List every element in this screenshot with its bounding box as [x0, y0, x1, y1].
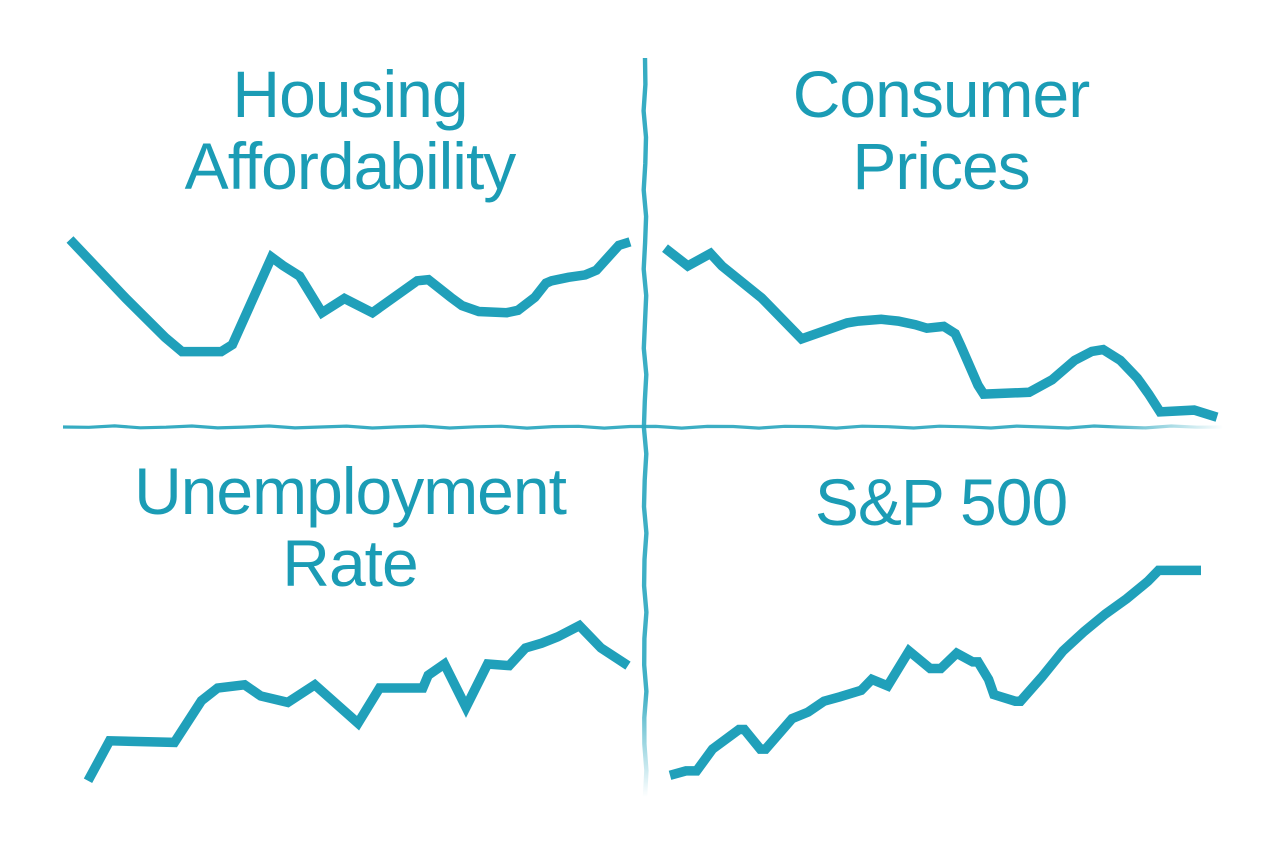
- sparkline-housing-affordability: [66, 236, 632, 357]
- title-line: Prices: [852, 129, 1030, 203]
- horizontal-divider-line: [62, 424, 1224, 430]
- title-line: S&P 500: [814, 465, 1068, 539]
- title-line: Unemployment: [134, 454, 567, 528]
- chart-title-consumer-prices: Consumer Prices: [660, 58, 1222, 202]
- title-line: Housing: [232, 57, 468, 131]
- sparkline-unemployment-rate: [83, 619, 631, 784]
- chart-title-unemployment-rate: Unemployment Rate: [65, 455, 635, 599]
- sparkline-sp-500: [668, 565, 1201, 780]
- chart-title-housing-affordability: Housing Affordability: [65, 58, 635, 202]
- sparkline-consumer-prices: [662, 244, 1219, 422]
- title-line: Rate: [282, 526, 418, 600]
- title-line: Affordability: [184, 129, 517, 203]
- title-line: Consumer: [792, 57, 1090, 131]
- chart-title-sp-500: S&P 500: [660, 466, 1222, 538]
